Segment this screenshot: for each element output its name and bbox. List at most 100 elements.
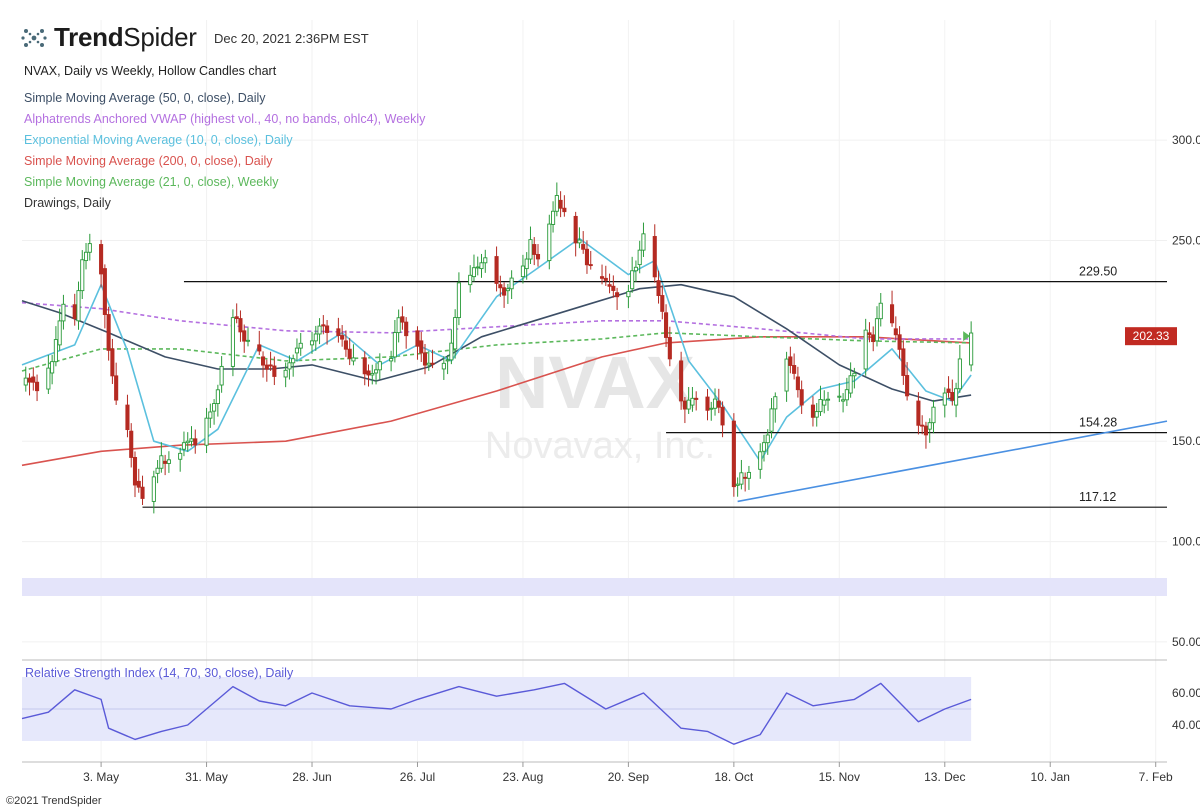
candle-body	[825, 398, 831, 401]
rsi-tick-label: 60.00	[1172, 686, 1200, 700]
candle-body	[554, 195, 559, 212]
x-tick-label: 26. Jul	[400, 770, 435, 784]
candle-body	[415, 330, 420, 347]
candle-body	[712, 398, 718, 409]
candle-body	[660, 295, 665, 312]
legend-vwap[interactable]: Alphatrends Anchored VWAP (highest vol.,…	[24, 112, 426, 126]
candle-body	[494, 256, 499, 284]
candle-body	[498, 284, 503, 289]
chart-title: NVAX, Daily vs Weekly, Hollow Candles ch…	[24, 64, 277, 78]
candle-body	[230, 317, 235, 367]
candle-body	[483, 257, 488, 264]
candle-body	[163, 460, 168, 464]
candle-body	[185, 440, 190, 444]
candle-body	[505, 288, 510, 292]
candle-body	[57, 320, 62, 346]
candle-body	[551, 210, 556, 225]
candle-body	[841, 399, 846, 402]
vwap-line	[21, 301, 972, 340]
axes: 300.00 250.00 150.00 100.00 50.00 3. May 31. M…	[22, 133, 1200, 784]
candle-body	[716, 400, 721, 408]
last-price-label: 202.33	[1133, 329, 1170, 343]
candle-body	[784, 358, 789, 392]
candle-body	[83, 251, 89, 262]
candle-body	[818, 399, 823, 413]
candle-body	[136, 480, 141, 488]
sma-200-line	[21, 335, 972, 467]
legend-sma-50[interactable]: Simple Moving Average (50, 0, close), Da…	[24, 91, 266, 105]
candle-body	[166, 459, 171, 464]
legend-drawings[interactable]: Drawings, Daily	[24, 196, 111, 210]
candle-body	[735, 483, 740, 486]
candle-body	[268, 364, 273, 367]
candle-body	[347, 348, 352, 359]
candle-body	[656, 280, 661, 296]
candle-body	[905, 375, 910, 397]
candle-body	[957, 358, 962, 390]
candle-body	[125, 404, 130, 431]
candle-body	[366, 370, 371, 376]
candle-body	[53, 339, 58, 363]
candle-body	[110, 348, 115, 377]
candle-body	[810, 404, 816, 418]
candle-body	[599, 276, 605, 279]
price-level-label: 117.12	[1079, 490, 1116, 504]
brand-name: TrendSpider	[54, 22, 197, 52]
candle-body	[27, 377, 32, 383]
legend-sma-21-weekly[interactable]: Simple Moving Average (21, 0, close), We…	[24, 175, 279, 189]
x-tick-label: 7. Feb	[1139, 770, 1173, 784]
candle-body	[50, 361, 55, 374]
sma-50-line	[21, 283, 972, 402]
candle-body	[739, 472, 744, 485]
sma-21-weekly-line	[21, 331, 972, 372]
candle-body	[99, 244, 104, 275]
candle-body	[189, 438, 194, 442]
candle-body	[581, 244, 586, 250]
candle-body	[456, 282, 461, 319]
candle-body	[705, 396, 710, 411]
candle-body	[132, 457, 138, 486]
candle-body	[641, 233, 646, 251]
candle-body	[475, 266, 480, 269]
candle-body	[532, 244, 537, 255]
copyright: ©2021 TrendSpider	[6, 795, 102, 807]
candle-body	[151, 476, 156, 502]
candle-body	[215, 389, 220, 405]
legend-sma-200[interactable]: Simple Moving Average (200, 0, close), D…	[24, 154, 273, 168]
candle-body	[758, 451, 763, 470]
brand-logo: TrendSpider	[20, 22, 197, 53]
x-tick-label: 3. May	[83, 770, 119, 784]
candle-body	[788, 356, 793, 366]
rsi-label: Relative Strength Index (14, 70, 30, clo…	[25, 666, 294, 680]
candle-body	[35, 381, 40, 392]
candle-body	[878, 302, 883, 320]
candle-body	[686, 399, 691, 410]
candle-body	[294, 347, 300, 354]
candle-body	[238, 318, 243, 333]
sma-200-line	[21, 335, 972, 467]
candle-body	[682, 400, 687, 410]
candle-body	[114, 375, 119, 401]
candle-body	[396, 317, 401, 334]
candle-body	[212, 403, 217, 412]
candle-body	[799, 389, 804, 406]
candle-body	[370, 372, 375, 376]
candle-body	[524, 258, 529, 270]
candle-body	[291, 358, 296, 364]
y-tick-label: 250.00	[1172, 234, 1200, 248]
candle-body	[573, 215, 578, 244]
volume-band	[22, 578, 1167, 596]
candle-body	[837, 395, 842, 398]
candle-body	[72, 304, 77, 319]
ema-10-line	[21, 237, 972, 463]
candle-body	[129, 430, 134, 458]
candle-body	[61, 303, 66, 322]
candle-body	[731, 420, 736, 488]
candle-body	[502, 287, 507, 296]
candle-body	[746, 471, 751, 479]
legend-ema-10[interactable]: Exponential Moving Average (10, 0, close…	[24, 133, 293, 147]
candle-body	[528, 239, 533, 260]
candle-body	[264, 364, 269, 370]
candle-body	[792, 365, 797, 374]
